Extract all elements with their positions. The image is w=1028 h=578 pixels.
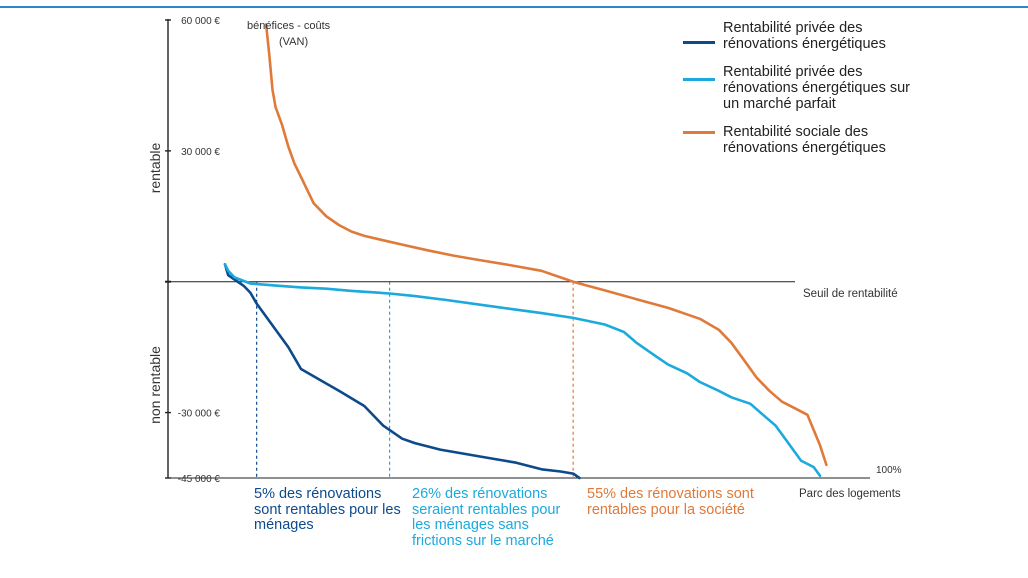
legend-swatch-private xyxy=(683,41,715,44)
x-end-label: 100% xyxy=(876,465,902,476)
annotation-social: 55% des rénovations sont rentables pour … xyxy=(587,486,754,518)
legend-label-perfect: Rentabilité privée des rénovations énerg… xyxy=(723,64,911,112)
legend-label-private: Rentabilité privée des rénovations énerg… xyxy=(723,20,886,52)
y-label-rentable: rentable xyxy=(147,142,163,193)
marker-lines xyxy=(256,281,574,478)
legend-label-social: Rentabilité sociale des rénovations éner… xyxy=(723,124,886,156)
threshold-label: Seuil de rentabilité xyxy=(803,288,898,300)
legend-item-private: Rentabilité privée des rénovations énerg… xyxy=(683,20,923,52)
series-line-private xyxy=(223,262,581,480)
series-line-social xyxy=(264,23,828,467)
y-tick-label: 60 000 € xyxy=(181,16,220,27)
legend-item-perfect: Rentabilité privée des rénovations énerg… xyxy=(683,64,923,112)
annotation-private: 5% des rénovations sont rentables pour l… xyxy=(254,486,401,533)
y-axis-title-sub: (VAN) xyxy=(279,36,308,48)
y-tick-label: -30 000 € xyxy=(178,409,221,420)
legend-swatch-social xyxy=(683,131,715,134)
y-tick-label: -45 000 € xyxy=(178,474,221,485)
y-axis-title: bénéfices - coûts xyxy=(247,20,331,32)
chart-axes xyxy=(167,19,870,479)
legend: Rentabilité privée des rénovations énerg… xyxy=(683,20,923,168)
legend-swatch-perfect xyxy=(683,78,715,81)
y-label-non-rentable: non rentable xyxy=(147,346,163,424)
series-line-perfect xyxy=(223,262,822,478)
top-rule xyxy=(0,6,1028,8)
y-ticks: 60 000 € 30 000 € -30 000 € -45 000 € xyxy=(165,16,220,485)
y-tick-label: 30 000 € xyxy=(181,147,220,158)
x-axis-label: Parc des logements xyxy=(799,488,901,500)
annotation-perfect: 26% des rénovations seraient rentables p… xyxy=(412,486,561,549)
legend-item-social: Rentabilité sociale des rénovations éner… xyxy=(683,124,923,156)
series-lines xyxy=(223,23,828,480)
